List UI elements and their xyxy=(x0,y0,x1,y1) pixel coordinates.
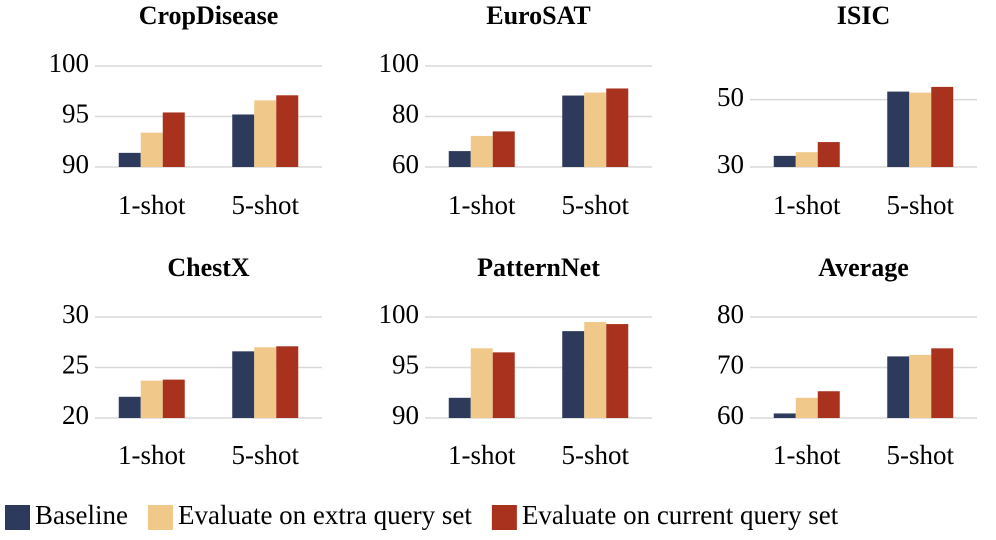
y-tick-label: 20 xyxy=(62,400,89,430)
bar xyxy=(254,347,277,418)
x-tick-label: 5-shot xyxy=(562,190,630,220)
y-tick-label: 95 xyxy=(62,99,89,129)
chart-title: EuroSAT xyxy=(486,1,591,30)
y-tick-label: 100 xyxy=(49,48,90,78)
bar xyxy=(276,95,299,167)
chart-title: ChestX xyxy=(167,253,250,282)
bar xyxy=(470,135,493,167)
bar xyxy=(887,356,910,418)
bar xyxy=(254,100,277,167)
bar xyxy=(817,142,840,167)
y-tick-label: 90 xyxy=(392,400,419,430)
legend-swatch xyxy=(147,505,173,530)
chart-title: ISIC xyxy=(837,1,890,30)
y-tick-label: 95 xyxy=(392,350,419,380)
y-tick-label: 25 xyxy=(62,350,89,380)
chart-title: Average xyxy=(818,253,908,282)
legend-label: Baseline xyxy=(35,500,128,530)
x-tick-label: 5-shot xyxy=(887,190,955,220)
bar xyxy=(448,151,471,167)
bar xyxy=(140,380,163,418)
bar xyxy=(931,348,954,418)
y-tick-label: 30 xyxy=(62,299,89,329)
legend-swatch xyxy=(491,505,517,530)
bar xyxy=(232,114,255,167)
x-tick-label: 5-shot xyxy=(887,440,955,470)
y-tick-label: 100 xyxy=(379,48,420,78)
x-tick-label: 1-shot xyxy=(773,190,841,220)
legend-swatch xyxy=(5,505,30,530)
bar xyxy=(931,86,954,167)
y-tick-label: 30 xyxy=(717,149,744,179)
x-tick-label: 5-shot xyxy=(232,190,300,220)
legend-label: Evaluate on extra query set xyxy=(178,500,472,530)
x-tick-label: 1-shot xyxy=(118,190,186,220)
y-tick-label: 50 xyxy=(717,82,744,112)
bar xyxy=(162,379,185,418)
bar xyxy=(118,396,141,418)
bar xyxy=(773,413,796,418)
y-tick-label: 80 xyxy=(392,99,419,129)
bar xyxy=(162,112,185,167)
bar xyxy=(232,351,255,418)
bar xyxy=(492,131,515,167)
y-tick-label: 80 xyxy=(717,299,744,329)
bar xyxy=(773,155,796,167)
bar xyxy=(887,91,910,167)
y-tick-label: 60 xyxy=(717,400,744,430)
bar xyxy=(470,348,493,418)
x-tick-label: 1-shot xyxy=(448,440,516,470)
legend-label: Evaluate on current query set xyxy=(522,500,839,530)
x-tick-label: 5-shot xyxy=(562,440,630,470)
bar xyxy=(795,397,818,418)
bar xyxy=(795,152,818,167)
y-tick-label: 90 xyxy=(62,149,89,179)
bar xyxy=(817,391,840,418)
bar xyxy=(606,324,629,418)
bar xyxy=(562,95,585,167)
chart-title: PatternNet xyxy=(477,253,600,282)
bar xyxy=(909,92,932,167)
bar xyxy=(909,354,932,418)
bar xyxy=(140,132,163,167)
bar xyxy=(584,322,607,418)
bar xyxy=(584,92,607,167)
x-tick-label: 1-shot xyxy=(118,440,186,470)
bar xyxy=(606,88,629,167)
y-tick-label: 100 xyxy=(379,299,420,329)
bar xyxy=(276,346,299,418)
bar xyxy=(448,397,471,418)
bar xyxy=(492,352,515,418)
y-tick-label: 60 xyxy=(392,149,419,179)
bar xyxy=(562,331,585,418)
x-tick-label: 1-shot xyxy=(448,190,516,220)
y-tick-label: 70 xyxy=(717,350,744,380)
x-tick-label: 5-shot xyxy=(232,440,300,470)
chart-title: CropDisease xyxy=(139,1,279,30)
x-tick-label: 1-shot xyxy=(773,440,841,470)
bar xyxy=(118,152,141,167)
